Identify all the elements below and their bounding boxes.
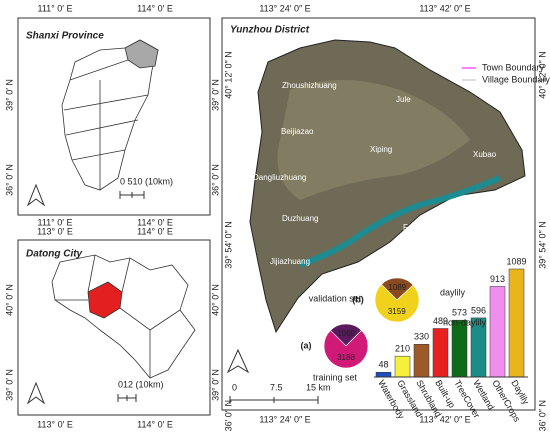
bar-value-label: 1089: [506, 256, 526, 266]
bar-value-label: 48: [378, 360, 388, 370]
lat-label: 36° 0′ N: [4, 164, 14, 196]
pie-value-label: 1060: [337, 329, 355, 338]
pie-category-label: daylily: [440, 287, 466, 297]
bar-value-label: 596: [471, 305, 486, 315]
shanxi-divisions: [63, 59, 149, 190]
lon-label: 113° 42′ 0″ E: [419, 414, 470, 424]
scale-bar: [229, 396, 319, 404]
lat-label: 39° 0′ N: [210, 79, 220, 111]
pie-category-label: validation set: [309, 293, 362, 303]
yunzhou-highlight: [87, 281, 123, 319]
town-label: Beijiazao: [281, 127, 314, 136]
scale-label: 0: [232, 382, 237, 392]
town-label: Fengyu: [403, 223, 430, 232]
bar-value-label: 913: [490, 274, 505, 284]
datong-frame: [17, 239, 211, 416]
bar: [394, 355, 411, 378]
lon-label: 111° 0′ E: [38, 217, 73, 227]
bar-value-label: 330: [414, 332, 429, 342]
lon-label: 114° 0′ E: [137, 419, 173, 429]
legend-label: Village Boundary: [482, 74, 550, 84]
scale-label: 012 (10km): [118, 379, 164, 389]
scale-bar: [119, 191, 145, 199]
north-arrow: [226, 348, 250, 374]
bar-value-label: 210: [395, 344, 410, 354]
bar: [413, 344, 430, 378]
lat-label: 40° 0′ N: [4, 284, 14, 316]
pie-tag: (a): [301, 340, 312, 350]
lat-label: 40° 12′ 0″ N: [537, 51, 547, 99]
pie-slice: [323, 329, 369, 369]
pie-category-label: training set: [313, 372, 358, 382]
lon-label: 113° 42′ 0″ E: [419, 3, 470, 13]
lon-label: 111° 0′ E: [38, 3, 73, 13]
pie-slice: [330, 323, 362, 347]
town-label: Xubao: [473, 150, 497, 159]
lon-label: 113° 0′ E: [37, 419, 73, 429]
scale-label: 7.5: [270, 382, 283, 392]
town-label: Jule: [396, 95, 411, 104]
bar: [508, 268, 525, 378]
panel-title: Shanxi Province: [26, 31, 104, 42]
river: [298, 175, 502, 268]
lat-label: 39° 36′ 0″ N: [223, 400, 233, 433]
panel-title: Yunzhou District: [230, 25, 310, 36]
terrain: [277, 80, 470, 200]
bar: [451, 319, 468, 378]
town-label: Dangliuzhuang: [253, 173, 306, 182]
bar-value-label: 573: [452, 308, 467, 318]
lon-label: 114° 0′ E: [137, 3, 173, 13]
pie-value-label: 3188: [337, 353, 355, 362]
datong-outline: [51, 254, 196, 379]
pie-slice: [374, 284, 420, 323]
lat-label: 39° 36′ 0″ N: [537, 400, 547, 433]
charts: 48Waterbody210Grassland330Shrubland489Bu…: [301, 256, 532, 424]
bar: [432, 328, 449, 378]
lat-label: 39° 54′ 0″ N: [223, 221, 233, 269]
datong-divisions: [55, 254, 181, 378]
scale-label: 15 km: [306, 382, 331, 392]
main-frame: [221, 17, 536, 411]
pie-value-label: 1089: [388, 283, 406, 292]
panel-title: Datong City: [26, 249, 83, 260]
town-label: Xiping: [370, 145, 392, 154]
lon-label: 113° 24′ 0″ E: [259, 414, 310, 424]
lon-label: 113° 24′ 0″ E: [259, 3, 310, 13]
pie-value-label: 3159: [388, 307, 406, 316]
lon-label: 114° 0′ E: [137, 226, 173, 236]
bar: [375, 371, 392, 378]
lon-label: 114° 0′ E: [137, 217, 173, 227]
lat-label: 39° 0′ N: [4, 369, 14, 401]
town-label: Jijiazhuang: [270, 257, 310, 266]
lat-label: 39° 54′ 0″ N: [537, 221, 547, 269]
pie-category-label: non-daylily: [443, 317, 487, 327]
town-label: Duzhuang: [282, 214, 318, 223]
legend-label: Town Boundary: [482, 62, 545, 72]
pie-slice: [381, 277, 414, 301]
north-arrow: [26, 183, 46, 207]
lat-label: 39° 0′ N: [210, 369, 220, 401]
shanxi-frame: [17, 17, 211, 216]
datong-highlight: [124, 39, 159, 69]
north-arrow: [26, 381, 46, 405]
bar: [489, 286, 506, 378]
town-label: Zhoushizhuang: [282, 81, 337, 90]
lat-label: 40° 12′ 0″ N: [223, 51, 233, 99]
lat-label: 40° 0′ N: [210, 284, 220, 316]
scale-bar: [117, 394, 137, 402]
scale-label: 0 510 (10km): [120, 176, 173, 186]
bar-value-label: 489: [433, 316, 448, 326]
lat-label: 36° 0′ N: [210, 164, 220, 196]
lat-label: 39° 0′ N: [4, 79, 14, 111]
pie-tag: (b): [352, 294, 364, 304]
lon-label: 113° 0′ E: [37, 226, 73, 236]
